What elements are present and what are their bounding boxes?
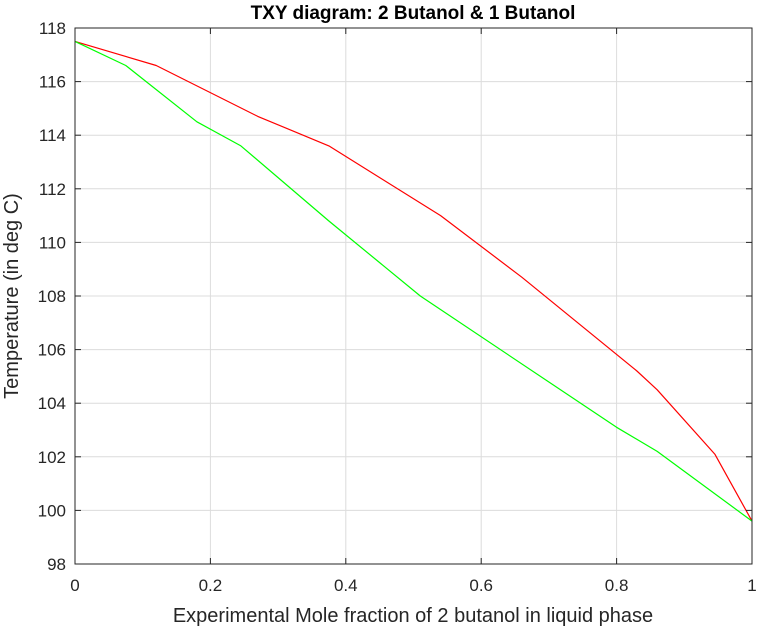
x-tick-label: 0.2 — [199, 576, 223, 595]
series-line-red — [74, 40, 753, 522]
y-tick-label: 116 — [39, 73, 66, 92]
series-line-green — [74, 40, 753, 522]
x-tick-label: 1 — [747, 576, 756, 595]
x-tick-label: 0 — [70, 576, 79, 595]
x-tick-label: 0.8 — [605, 576, 629, 595]
y-tick-label: 102 — [38, 448, 66, 467]
y-tick-label: 98 — [47, 555, 66, 574]
chart-title: TXY diagram: 2 Butanol & 1 Butanol — [251, 3, 576, 24]
y-tick-label: 106 — [38, 341, 66, 360]
x-axis-label: Experimental Mole fraction of 2 butanol … — [173, 605, 653, 627]
axis-ticks: 0 0.2 0.4 0.6 0.8 1 98 100 102 104 106 108 110 112 114… — [38, 19, 757, 595]
y-tick-label: 110 — [39, 233, 66, 252]
x-tick-label: 0.6 — [469, 576, 493, 595]
x-tick-label: 0.4 — [334, 576, 358, 595]
series-lines — [74, 40, 753, 522]
y-axis-label: Temperature (in deg C) — [1, 193, 23, 399]
y-tick-label: 114 — [39, 126, 66, 145]
y-tick-label: 108 — [38, 287, 66, 306]
y-tick-label: 118 — [39, 19, 66, 38]
y-tick-label: 100 — [38, 501, 66, 520]
y-tick-label: 112 — [39, 180, 66, 199]
y-tick-label: 104 — [38, 394, 66, 413]
